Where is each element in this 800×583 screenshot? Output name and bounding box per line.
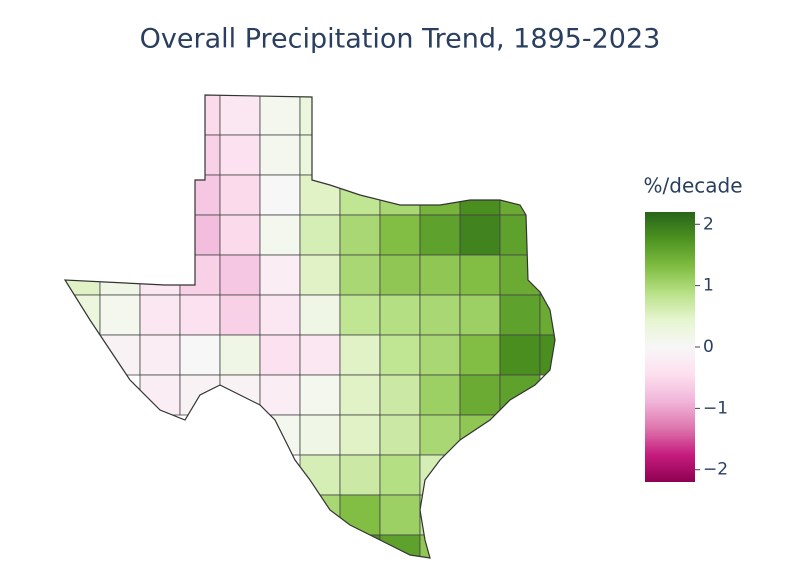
- region: [219, 95, 261, 136]
- colorbar-tick-label: 1: [703, 276, 714, 296]
- region: [419, 214, 461, 256]
- region: [499, 214, 541, 256]
- region: [379, 334, 421, 376]
- region: [299, 174, 341, 216]
- region: [179, 254, 221, 296]
- colorbar-tick-label: −2: [703, 460, 728, 480]
- region: [259, 334, 301, 376]
- region: [419, 414, 461, 456]
- region: [299, 334, 341, 376]
- region: [139, 294, 181, 336]
- region: [339, 454, 381, 496]
- region: [379, 174, 421, 216]
- region: [379, 254, 421, 296]
- colorbar: [645, 212, 695, 482]
- region: [299, 294, 341, 336]
- region: [219, 294, 261, 336]
- region: [65, 294, 101, 336]
- region: [139, 334, 181, 376]
- region: [179, 294, 221, 336]
- region: [339, 294, 381, 336]
- region: [299, 374, 341, 416]
- region: [339, 374, 381, 416]
- region: [299, 254, 341, 296]
- state-outline: [63, 94, 556, 559]
- region: [219, 254, 261, 296]
- region: [379, 374, 421, 416]
- region: [259, 374, 301, 416]
- region: [139, 374, 181, 416]
- region: [339, 334, 381, 376]
- region: [339, 414, 381, 456]
- region: [459, 214, 501, 256]
- region: [259, 95, 301, 136]
- colorbar-tick-label: −1: [703, 398, 728, 418]
- region: [65, 254, 101, 296]
- region: [259, 254, 301, 296]
- region: [179, 134, 221, 176]
- region: [259, 294, 301, 336]
- region: [459, 334, 501, 376]
- region: [179, 95, 221, 136]
- region: [179, 334, 221, 376]
- region: [459, 174, 501, 216]
- region: [499, 254, 541, 296]
- region: [419, 334, 461, 376]
- region: [419, 254, 461, 296]
- region: [379, 494, 421, 536]
- region: [459, 254, 501, 296]
- region: [539, 334, 555, 376]
- region: [259, 134, 301, 176]
- region: [99, 254, 141, 296]
- region: [299, 134, 341, 176]
- region: [339, 534, 381, 558]
- region: [539, 294, 555, 336]
- region: [499, 294, 541, 336]
- region: [219, 214, 261, 256]
- region: [379, 414, 421, 456]
- region: [459, 294, 501, 336]
- region: [299, 494, 341, 536]
- region: [459, 414, 501, 456]
- region: [259, 214, 301, 256]
- region: [99, 334, 141, 376]
- region: [219, 174, 261, 216]
- region: [379, 214, 421, 256]
- region: [499, 374, 541, 416]
- region: [259, 174, 301, 216]
- region: [179, 214, 221, 256]
- chart-title: Overall Precipitation Trend, 1895-2023: [140, 24, 661, 55]
- region: [339, 214, 381, 256]
- colorbar-title: %/decade: [644, 174, 743, 198]
- region: [99, 294, 141, 336]
- region: [179, 174, 221, 216]
- region: [379, 454, 421, 496]
- region: [419, 374, 461, 416]
- region: [299, 414, 341, 456]
- colorbar-tick-label: 0: [703, 337, 714, 357]
- region: [419, 494, 461, 536]
- region: [339, 494, 381, 536]
- region: [379, 294, 421, 336]
- region: [299, 214, 341, 256]
- region: [219, 334, 261, 376]
- region: [459, 374, 501, 416]
- region: [259, 414, 301, 456]
- region: [219, 134, 261, 176]
- colorbar-tick-label: 2: [703, 214, 714, 234]
- region: [419, 294, 461, 336]
- region: [139, 254, 181, 296]
- map-regions: [65, 95, 555, 558]
- region: [499, 174, 541, 216]
- region: [299, 95, 341, 136]
- region: [419, 174, 461, 216]
- region: [499, 334, 541, 376]
- region: [419, 534, 461, 558]
- region: [339, 254, 381, 296]
